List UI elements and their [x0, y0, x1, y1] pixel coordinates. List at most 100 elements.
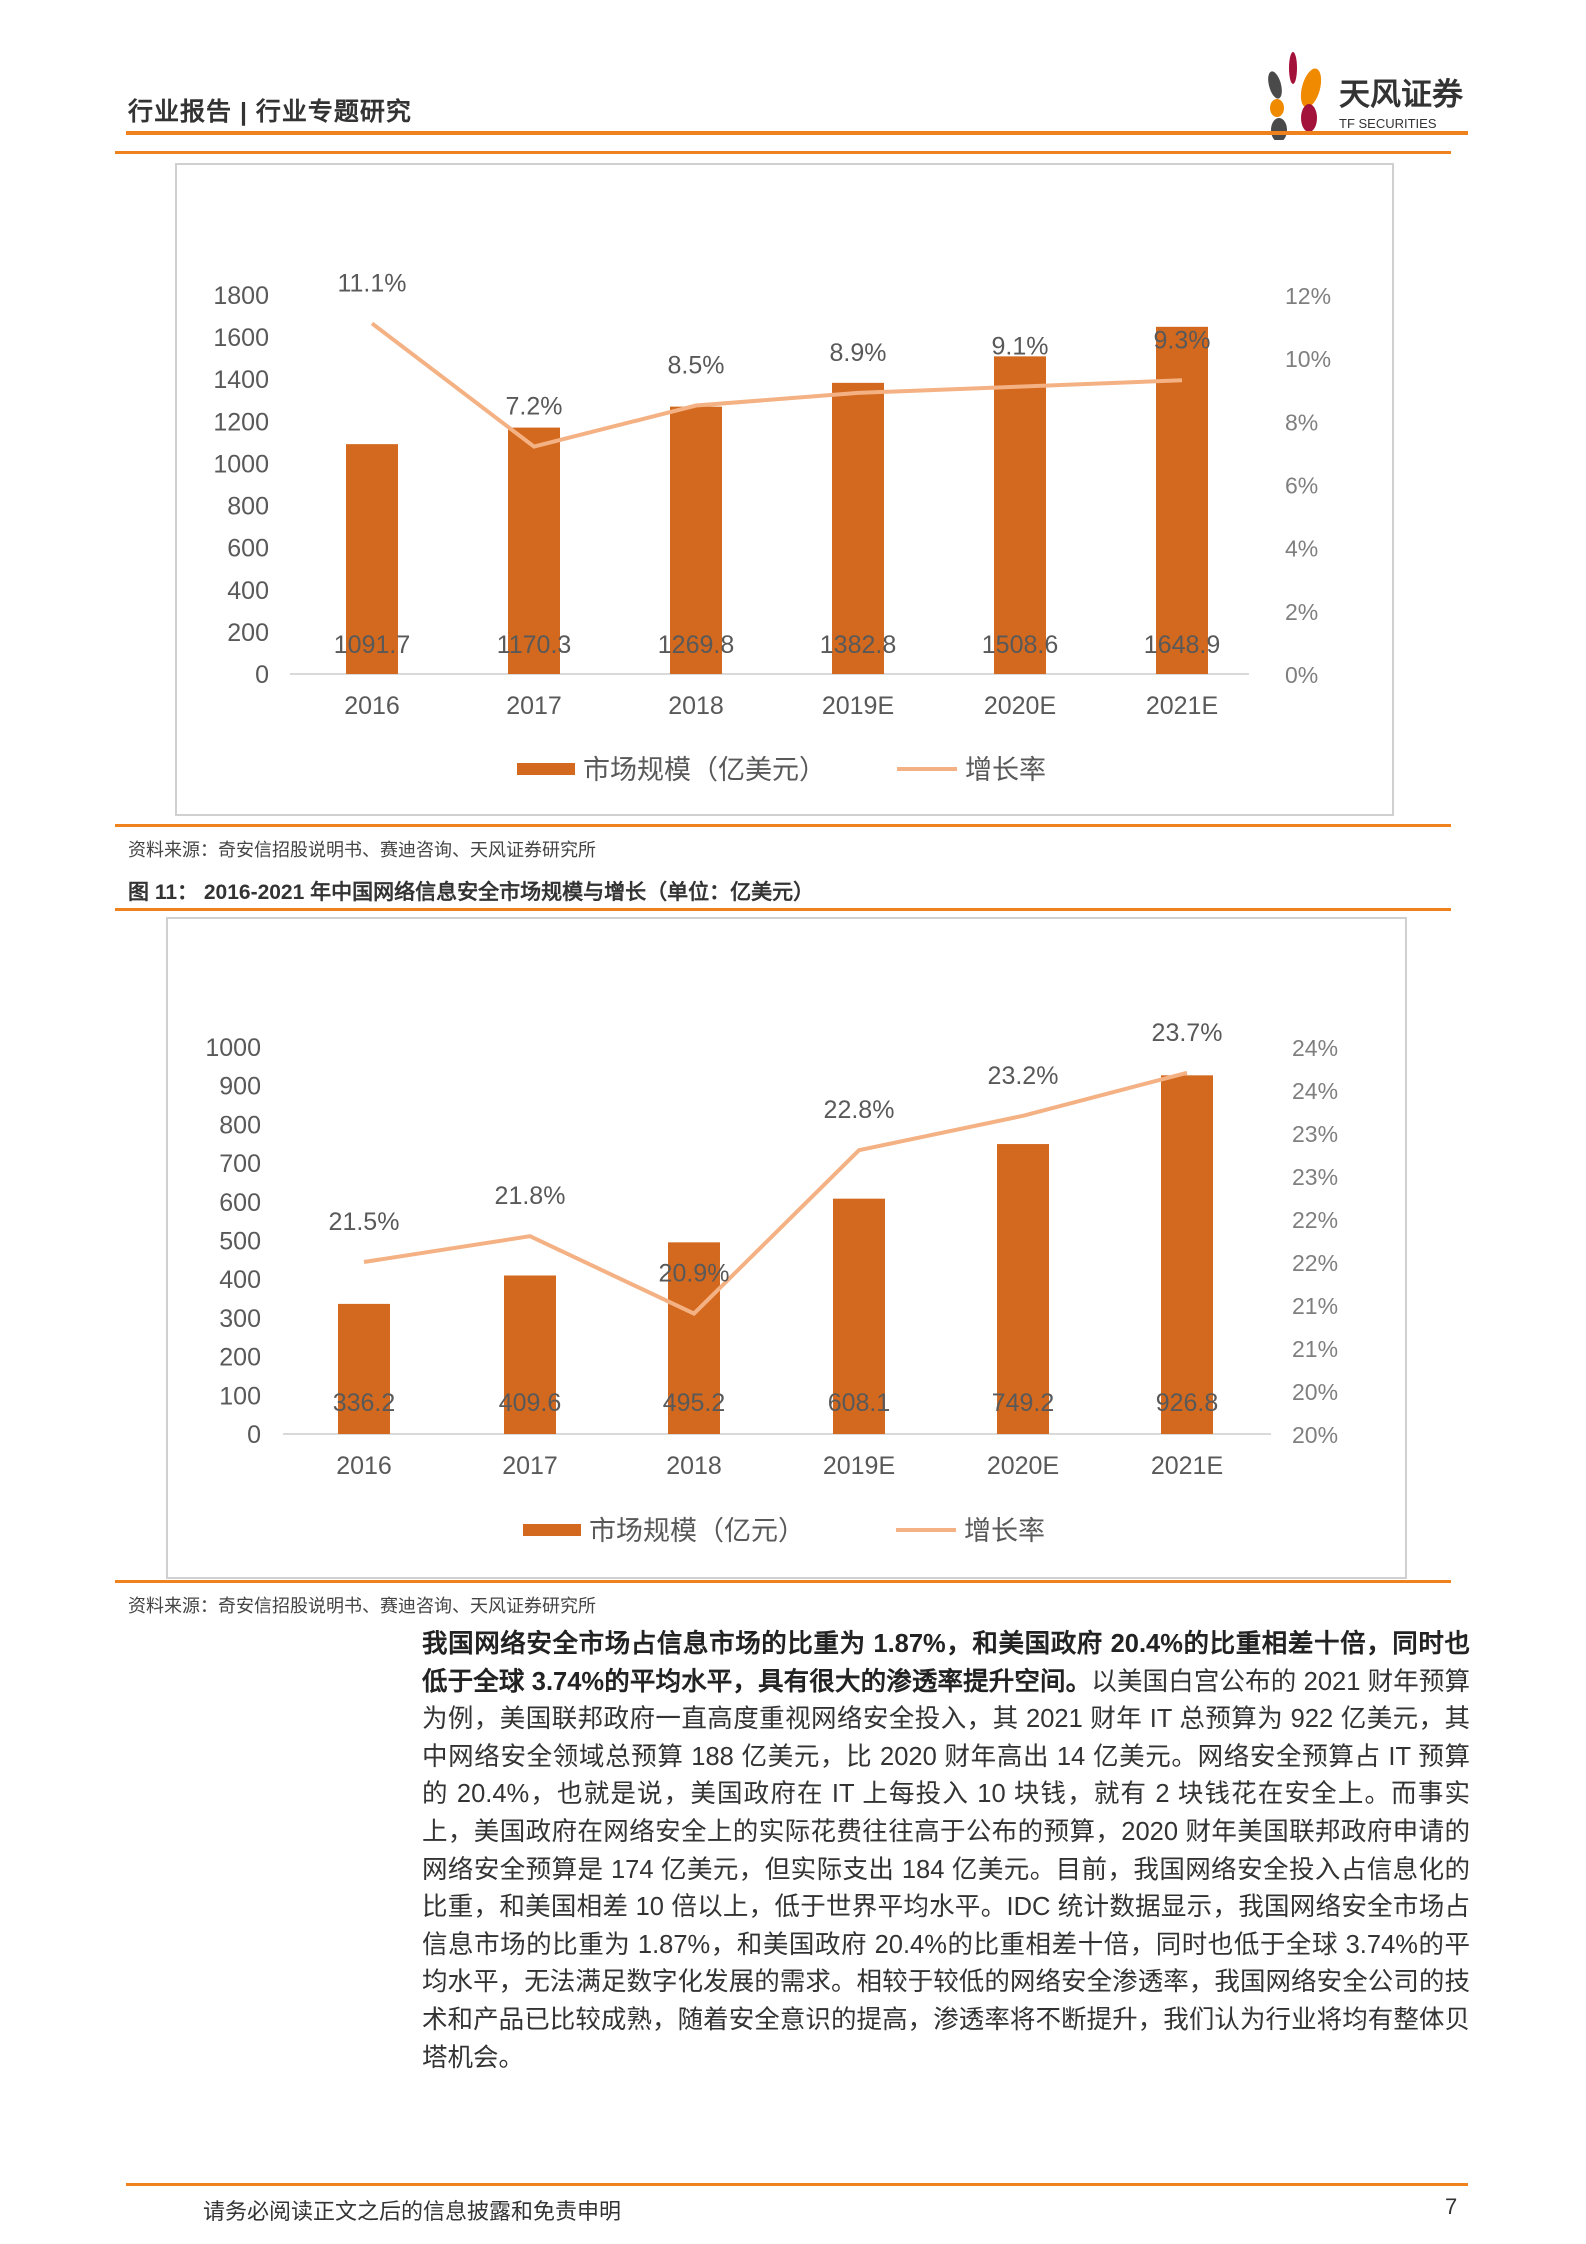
figure10-source: 资料来源：奇安信招股说明书、赛迪咨询、天风证券研究所 [128, 840, 596, 860]
bar-value-label: 926.8 [1156, 1389, 1219, 1417]
right-axis-tick-label: 24% [1292, 1078, 1338, 1104]
right-axis-tick-label: 4% [1285, 536, 1318, 562]
category-label: 2017 [506, 692, 562, 720]
left-axis-tick-label: 800 [219, 1111, 261, 1139]
body-paragraph: 我国网络安全市场占信息市场的比重为 1.87%，和美国政府 20.4%的比重相差… [422, 1626, 1470, 2077]
footer-rule [126, 2183, 1468, 2186]
logo-petals-icon: 天风证券 TF SECURITIES [1268, 52, 1464, 142]
legend-line-label: 增长率 [965, 755, 1046, 785]
left-axis-tick-label: 900 [219, 1073, 261, 1101]
bar-value-label: 749.2 [992, 1389, 1055, 1417]
bar-2016 [346, 444, 398, 674]
bar-2017 [508, 427, 560, 674]
right-axis-tick-label: 22% [1292, 1250, 1338, 1276]
right-axis-tick-label: 23% [1292, 1121, 1338, 1147]
bar-value-label: 1648.9 [1144, 631, 1220, 659]
left-axis-tick-label: 400 [227, 577, 269, 605]
left-axis-tick-label: 400 [219, 1266, 261, 1294]
right-axis-tick-label: 8% [1285, 409, 1318, 435]
legend-line-label: 增长率 [964, 1516, 1045, 1546]
body-bold-lead: 我国网络安全市场占信息市场的比重为 1.87%，和美国政府 20.4%的比重相差… [422, 1630, 1470, 1696]
logo-subtext: TF SECURITIES [1339, 116, 1437, 131]
category-label: 2020E [984, 692, 1056, 720]
figure11-title: 图 11： 2016-2021 年中国网络信息安全市场规模与增长（单位：亿美元） [128, 881, 815, 904]
right-axis-tick-label: 0% [1285, 662, 1318, 688]
logo-text: 天风证券 [1339, 77, 1464, 112]
category-label: 2019E [823, 1452, 895, 1480]
left-axis-tick-label: 1800 [213, 282, 269, 310]
header-rule [126, 131, 1468, 135]
figure-top-rule [115, 151, 1451, 154]
chart-svg: 0 200 400 600 800 1000 1200 1400 1600 1800 0% 2% 4% 6… [213, 269, 1331, 785]
bar-2018 [668, 1242, 720, 1434]
growth-rate-label: 11.1% [337, 269, 406, 297]
bar-value-label: 495.2 [663, 1389, 726, 1417]
report-category: 行业报告 | 行业专题研究 [128, 98, 412, 126]
growth-rate-label: 9.1% [992, 333, 1049, 361]
bar-value-label: 1508.6 [982, 631, 1058, 659]
right-axis-tick-label: 2% [1285, 599, 1318, 625]
growth-rate-label: 21.5% [329, 1208, 400, 1236]
category-label: 2021E [1146, 692, 1218, 720]
bar-2018 [670, 406, 722, 674]
bar-value-label: 409.6 [499, 1389, 562, 1417]
growth-rate-label: 20.9% [659, 1260, 730, 1288]
left-axis-tick-label: 800 [227, 493, 269, 521]
left-axis-tick-label: 600 [219, 1189, 261, 1217]
growth-rate-label: 7.2% [506, 393, 563, 421]
right-axis-tick-label: 20% [1292, 1379, 1338, 1405]
left-axis-tick-label: 100 [219, 1382, 261, 1410]
growth-rate-label: 8.5% [668, 352, 725, 380]
right-axis-tick-label: 24% [1292, 1035, 1338, 1061]
growth-rate-label: 23.7% [1152, 1019, 1223, 1047]
legend-bar-swatch [523, 1524, 581, 1536]
chart-us-security-market: 0 200 400 600 800 1000 1200 1400 1600 1800 0% 2% 4% 6… [175, 163, 1394, 816]
category-label: 2018 [668, 692, 724, 720]
left-axis-tick-label: 1600 [213, 324, 269, 352]
legend-bar-label: 市场规模（亿美元） [583, 755, 826, 785]
company-logo: 天风证券 TF SECURITIES [1255, 50, 1475, 142]
bar-2021E [1161, 1075, 1213, 1434]
category-label: 2020E [987, 1452, 1059, 1480]
body-text: 以美国白宫公布的 2021 财年预算为例，美国联邦政府一直高度重视网络安全投入，… [422, 1667, 1471, 2072]
left-axis-tick-label: 0 [255, 661, 269, 689]
left-axis-tick-label: 1400 [213, 366, 269, 394]
category-label: 2016 [344, 692, 400, 720]
left-axis-tick-label: 0 [247, 1421, 261, 1449]
right-axis-tick-label: 6% [1285, 473, 1318, 499]
growth-rate-label: 8.9% [830, 339, 887, 367]
source-rule-2 [115, 1580, 1451, 1583]
bar-2017 [504, 1275, 556, 1434]
right-axis-tick-label: 12% [1285, 283, 1331, 309]
bar-2016 [338, 1303, 390, 1434]
footer-disclaimer: 请务必阅读正文之后的信息披露和免责申明 [203, 2199, 622, 2224]
left-axis-tick-label: 1000 [205, 1034, 261, 1062]
bar-value-label: 1382.8 [820, 631, 896, 659]
category-label: 2019E [822, 692, 894, 720]
bar-value-label: 1170.3 [497, 631, 572, 659]
left-axis-tick-label: 700 [219, 1150, 261, 1178]
figure11-source: 资料来源：奇安信招股说明书、赛迪咨询、天风证券研究所 [128, 1596, 596, 1616]
right-axis-tick-label: 21% [1292, 1336, 1338, 1362]
left-axis-tick-label: 200 [219, 1344, 261, 1372]
growth-rate-label: 21.8% [495, 1182, 566, 1210]
left-axis-tick-label: 1000 [213, 450, 269, 478]
category-label: 2021E [1151, 1452, 1223, 1480]
right-axis-tick-label: 23% [1292, 1164, 1338, 1190]
bar-2021E [1156, 326, 1208, 674]
growth-rate-label: 23.2% [988, 1062, 1059, 1090]
growth-rate-label: 22.8% [824, 1096, 895, 1124]
category-label: 2017 [502, 1452, 558, 1480]
bar-value-label: 1091.7 [334, 631, 410, 659]
bar-2020E [997, 1144, 1049, 1434]
chart-china-security-market: 0 100 200 300 400 500 600 700 800 900 1000 20% 20% 21… [166, 917, 1407, 1579]
bar-value-label: 608.1 [828, 1389, 891, 1417]
page-number: 7 [1445, 2194, 1458, 2219]
bar-value-label: 336.2 [333, 1389, 396, 1417]
legend-bar-label: 市场规模（亿元） [589, 1516, 805, 1546]
growth-rate-line [363, 1070, 1188, 1317]
category-label: 2018 [666, 1452, 722, 1480]
left-axis-tick-label: 500 [219, 1228, 261, 1256]
right-axis-tick-label: 20% [1292, 1422, 1338, 1448]
source-rule [115, 824, 1451, 827]
